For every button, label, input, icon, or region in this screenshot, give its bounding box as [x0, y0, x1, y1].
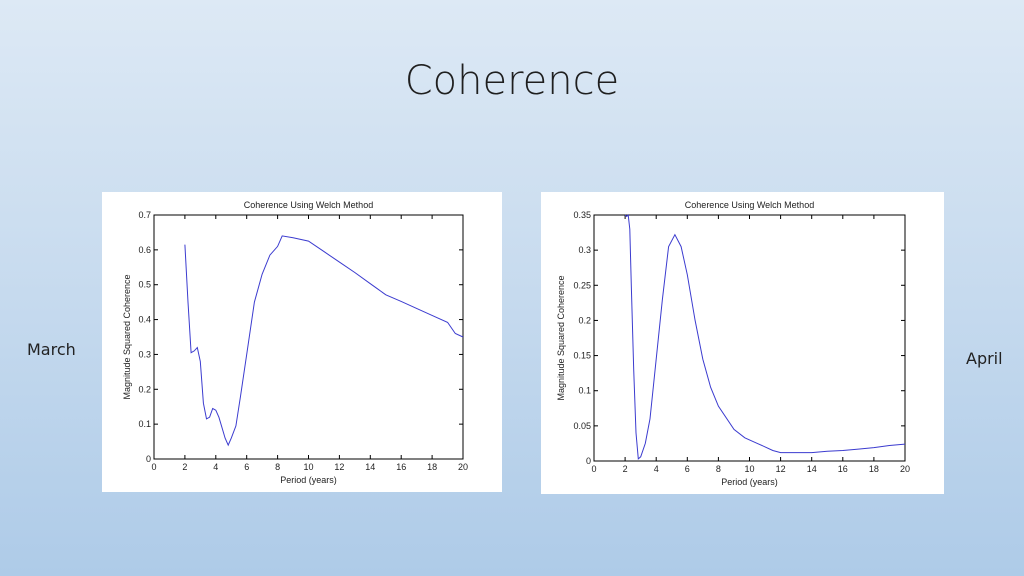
x-tick-label: 16	[396, 462, 406, 472]
y-tick-label: 0.5	[138, 280, 151, 290]
y-tick-label: 0.2	[138, 384, 151, 394]
y-tick-label: 0.3	[138, 349, 151, 359]
y-tick-label: 0.15	[573, 351, 591, 361]
x-tick-label: 18	[869, 464, 879, 474]
x-tick-label: 10	[303, 462, 313, 472]
x-tick-label: 8	[716, 464, 721, 474]
y-tick-label: 0.25	[573, 280, 591, 290]
y-axis-label: Magnitude Squared Coherence	[122, 274, 132, 399]
x-tick-label: 2	[182, 462, 187, 472]
x-tick-label: 12	[334, 462, 344, 472]
y-tick-label: 0.05	[573, 421, 591, 431]
y-tick-label: 0.35	[573, 210, 591, 220]
x-tick-label: 4	[213, 462, 218, 472]
plot-area	[593, 214, 906, 462]
x-tick-label: 6	[244, 462, 249, 472]
y-tick-label: 0	[146, 454, 151, 464]
x-tick-label: 0	[151, 462, 156, 472]
march-chart-svg: 0 2 4 6 8 10 12 14 16 18 20 0 0.1 0.2 0.3 0.4 0.5 0.6 0.7 C…	[122, 200, 468, 485]
x-tick-label: 18	[427, 462, 437, 472]
plot-area	[153, 214, 464, 460]
y-tick-label: 0.2	[578, 315, 591, 325]
coherence-series-line	[184, 235, 464, 447]
x-tick-label: 20	[900, 464, 910, 474]
april-coherence-chart: 0 2 4 6 8 10 12 14 16 18 20 0 0.05 0.1 0.15 0.2 0.25 0.3 0…	[541, 192, 944, 494]
y-tick-label: 0	[586, 456, 591, 466]
chart-title: Coherence Using Welch Method	[685, 200, 814, 210]
slide-title: Coherence	[404, 58, 620, 104]
x-tick-label: 0	[591, 464, 596, 474]
march-label: March	[27, 340, 76, 359]
chart-title: Coherence Using Welch Method	[244, 200, 373, 210]
x-tick-label: 14	[365, 462, 375, 472]
y-tick-label: 0.1	[578, 386, 591, 396]
y-tick-label: 0.1	[138, 419, 151, 429]
x-tick-label: 12	[776, 464, 786, 474]
x-tick-label: 14	[807, 464, 817, 474]
march-coherence-chart: 0 2 4 6 8 10 12 14 16 18 20 0 0.1 0.2 0.3 0.4 0.5 0.6 0.7 C…	[102, 192, 502, 492]
y-tick-label: 0.4	[138, 315, 151, 325]
april-label: April	[966, 349, 1003, 368]
y-axis-label: Magnitude Squared Coherence	[556, 275, 566, 400]
x-tick-label: 4	[654, 464, 659, 474]
x-tick-label: 6	[685, 464, 690, 474]
x-axis-label: Period (years)	[721, 477, 778, 487]
y-tick-label: 0.7	[138, 210, 151, 220]
x-tick-label: 20	[458, 462, 468, 472]
x-axis-label: Period (years)	[280, 475, 337, 485]
y-tick-label: 0.6	[138, 245, 151, 255]
x-tick-label: 10	[744, 464, 754, 474]
april-chart-svg: 0 2 4 6 8 10 12 14 16 18 20 0 0.05 0.1 0.15 0.2 0.25 0.3 0…	[556, 200, 910, 487]
x-tick-label: 2	[623, 464, 628, 474]
y-tick-label: 0.3	[578, 245, 591, 255]
x-tick-label: 16	[838, 464, 848, 474]
coherence-series-line	[624, 213, 906, 460]
x-tick-label: 8	[275, 462, 280, 472]
